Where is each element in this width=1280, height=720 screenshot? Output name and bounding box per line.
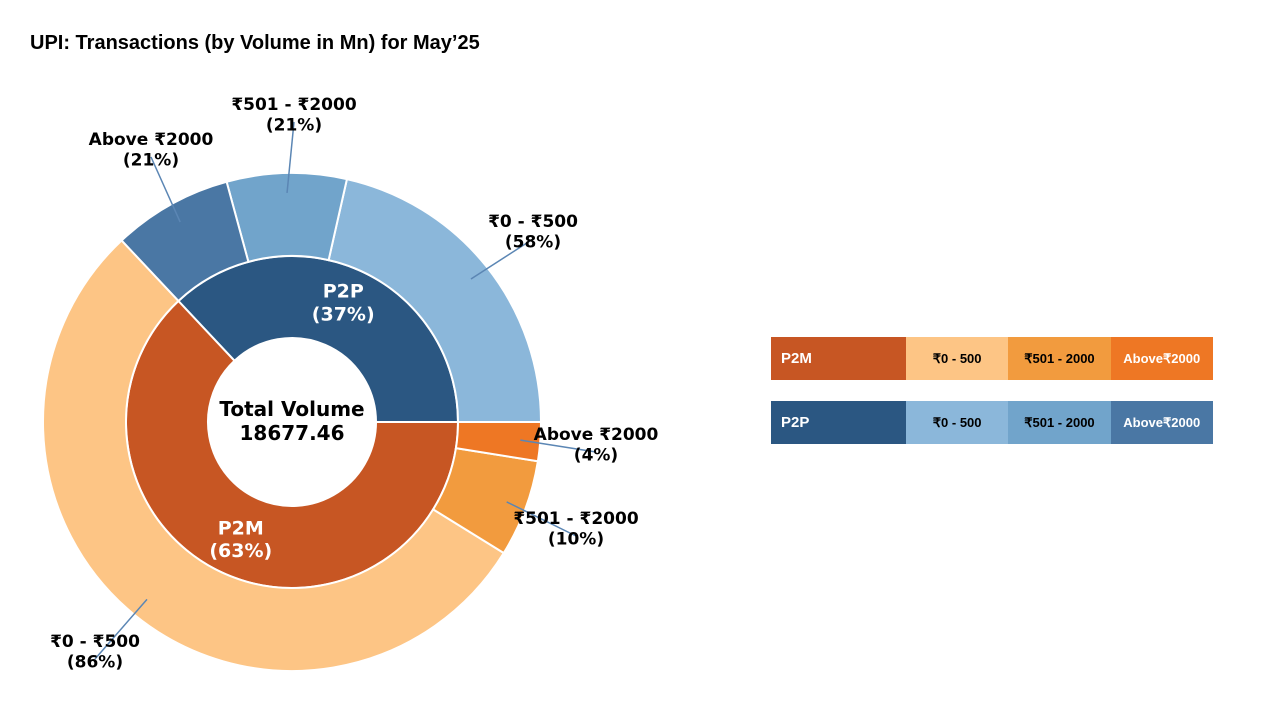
legend-p2m-0-500: ₹0 - 500 bbox=[906, 337, 1009, 380]
outer-slice-p2m-0-500 bbox=[42, 239, 506, 672]
legend-p2m-label: P2M bbox=[771, 337, 906, 380]
legend-row-p2m: P2M ₹0 - 500 ₹501 - 2000 Above ₹2000 bbox=[771, 337, 1213, 380]
legend-p2p-label: P2P bbox=[771, 401, 906, 444]
donut-chart: ₹0 - ₹500 (58%) ₹501 - ₹2000 (21%) Above ₹20… bbox=[42, 95, 659, 672]
leader-line-p2p-501-2000 bbox=[286, 121, 295, 194]
inner-label-p2m: P2M (63%) bbox=[209, 517, 272, 562]
outer-label-p2p-above-2000: Above ₹2000 (21%) bbox=[89, 130, 214, 170]
outer-label-p2p-0-500: ₹0 - ₹500 (58%) bbox=[488, 212, 578, 252]
legend-p2p-above-line2: ₹2000 bbox=[1163, 414, 1201, 430]
legend-row-p2p: P2P ₹0 - 500 ₹501 - 2000 Above ₹2000 bbox=[771, 401, 1213, 444]
leader-line-p2m-0-500 bbox=[94, 598, 148, 660]
legend-p2p-above-2000: Above ₹2000 bbox=[1110, 401, 1213, 444]
outer-label-p2m-above-2000: Above ₹2000 (4%) bbox=[534, 425, 659, 465]
legend-p2m-501-2000: ₹501 - 2000 bbox=[1008, 337, 1111, 380]
leader-line-p2p-0-500 bbox=[470, 238, 534, 280]
outer-label-p2m-0-500: ₹0 - ₹500 (86%) bbox=[50, 632, 140, 672]
leader-line-p2m-501-2000 bbox=[506, 501, 577, 537]
legend-p2p-0-500: ₹0 - 500 bbox=[906, 401, 1009, 444]
legend-p2m-above-2000: Above ₹2000 bbox=[1110, 337, 1213, 380]
legend-p2p-above-line1: Above bbox=[1123, 414, 1163, 430]
leader-line-p2p-above-2000 bbox=[150, 156, 181, 223]
center-label: Total Volume 18677.46 bbox=[219, 397, 364, 445]
legend-p2m-above-line2: ₹2000 bbox=[1163, 350, 1201, 366]
leader-line-p2m-above-2000 bbox=[520, 439, 597, 453]
outer-label-p2m-501-2000: ₹501 - ₹2000 (10%) bbox=[513, 509, 639, 549]
inner-label-p2p: P2P (37%) bbox=[312, 281, 375, 326]
chart-title: UPI: Transactions (by Volume in Mn) for … bbox=[30, 32, 480, 54]
outer-slice-p2m-above-2000 bbox=[454, 421, 543, 463]
legend-p2p-501-2000: ₹501 - 2000 bbox=[1008, 401, 1111, 444]
legend-p2m-above-line1: Above bbox=[1123, 350, 1163, 366]
outer-label-p2p-501-2000: ₹501 - ₹2000 (21%) bbox=[231, 95, 357, 135]
outer-slice-p2p-0-500 bbox=[327, 177, 543, 423]
